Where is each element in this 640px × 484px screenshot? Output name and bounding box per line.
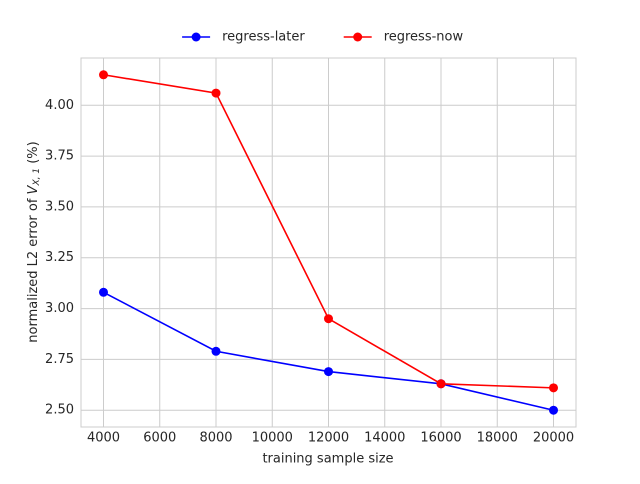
y-tick-label: 3.25 [45, 250, 74, 265]
x-tick-label: 14000 [364, 431, 405, 446]
x-tick-label: 18000 [477, 431, 518, 446]
y-tick-label: 2.50 [45, 403, 74, 418]
data-point [324, 314, 333, 324]
y-label-text: normalized L2 error of [26, 194, 41, 342]
legend-marker [191, 32, 201, 42]
data-point [324, 367, 333, 377]
data-point [211, 88, 221, 98]
y-label-var: V [26, 184, 41, 194]
y-tick-label: 4.00 [45, 98, 74, 113]
y-tick-label: 2.75 [45, 352, 74, 367]
data-point [211, 346, 221, 356]
data-point [99, 287, 108, 297]
data-point [99, 70, 108, 80]
x-tick-label: 8000 [199, 431, 232, 446]
x-tick-label: 16000 [420, 431, 461, 446]
legend-marker [353, 32, 363, 42]
y-label-sub: X, 1 [32, 168, 42, 187]
y-tick-label: 3.50 [45, 199, 74, 214]
x-tick-label: 6000 [143, 431, 176, 446]
data-point [549, 383, 558, 393]
y-label-suffix: (%) [26, 141, 41, 168]
y-tick-label: 3.75 [45, 149, 74, 164]
legend-label: regress-now [384, 30, 464, 45]
x-tick-label: 20000 [533, 431, 574, 446]
y-tick-label: 3.00 [45, 301, 74, 316]
data-point [436, 379, 446, 389]
x-tick-label: 10000 [252, 431, 293, 446]
data-point [549, 405, 558, 415]
x-tick-label: 12000 [308, 431, 349, 446]
y-axis-label: normalized L2 error of VX, 1 (%) [26, 141, 42, 342]
legend-label: regress-later [222, 30, 305, 45]
x-tick-label: 4000 [87, 431, 120, 446]
x-axis-label: training sample size [262, 452, 393, 467]
